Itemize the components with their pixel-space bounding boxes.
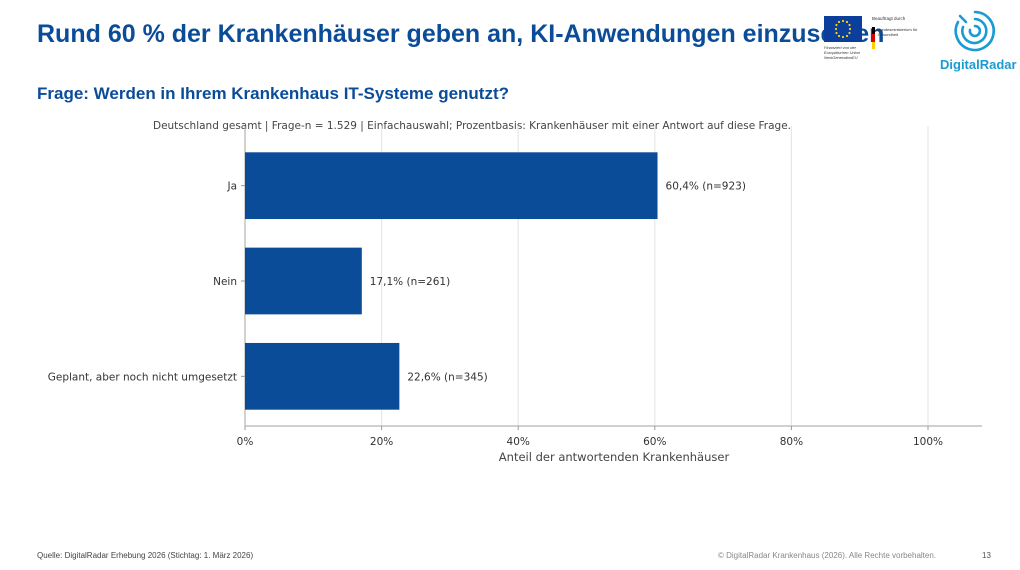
ministry-caption-top: Beauftragt durch bbox=[872, 16, 906, 21]
digitalradar-logo: DigitalRadar bbox=[940, 8, 1017, 72]
eu-funding-logo: Finanziert von der Europäischen Union Ne… bbox=[824, 16, 868, 60]
data-label: 60,4% (n=923) bbox=[666, 181, 746, 193]
page-number: 13 bbox=[982, 551, 991, 560]
x-axis-label: Anteil der antwortenden Krankenhäuser bbox=[499, 450, 730, 464]
footer-copyright: © DigitalRadar Krankenhaus (2026). Alle … bbox=[718, 551, 937, 560]
ministry-caption: Bundesministerium für Gesundheit bbox=[877, 27, 918, 37]
bar bbox=[245, 152, 658, 220]
bar bbox=[245, 342, 400, 410]
x-tick-label: 80% bbox=[780, 436, 803, 448]
eu-flag-icon bbox=[824, 16, 862, 42]
bar bbox=[245, 247, 362, 315]
data-label: 17,1% (n=261) bbox=[370, 276, 450, 288]
chart-subtitle: Deutschland gesamt | Frage-n = 1.529 | E… bbox=[153, 120, 791, 132]
x-tick-label: 60% bbox=[643, 436, 666, 448]
data-label: 22,6% (n=345) bbox=[407, 371, 487, 383]
german-flag-icon bbox=[872, 27, 875, 49]
x-tick-label: 40% bbox=[507, 436, 530, 448]
x-tick-label: 0% bbox=[237, 436, 254, 448]
radar-icon bbox=[954, 10, 995, 52]
brand-name: DigitalRadar bbox=[940, 57, 1017, 72]
slide-title: Rund 60 % der Krankenhäuser geben an, KI… bbox=[37, 20, 885, 48]
logo-area: Finanziert von der Europäischen Union Ne… bbox=[820, 8, 1017, 72]
eu-caption: Finanziert von der Europäischen Union Ne… bbox=[824, 45, 861, 60]
ministry-logo: Beauftragt durch Bundesministerium für G… bbox=[872, 16, 932, 49]
category-label: Nein bbox=[213, 276, 237, 288]
question-heading: Frage: Werden in Ihrem Krankenhaus IT-Sy… bbox=[37, 84, 510, 103]
footer-source: Quelle: DigitalRadar Erhebung 2026 (Stic… bbox=[37, 551, 254, 560]
category-label: Geplant, aber noch nicht umgesetzt bbox=[48, 371, 237, 383]
category-label: Ja bbox=[226, 181, 237, 193]
x-tick-label: 20% bbox=[370, 436, 393, 448]
x-tick-label: 100% bbox=[913, 436, 943, 448]
